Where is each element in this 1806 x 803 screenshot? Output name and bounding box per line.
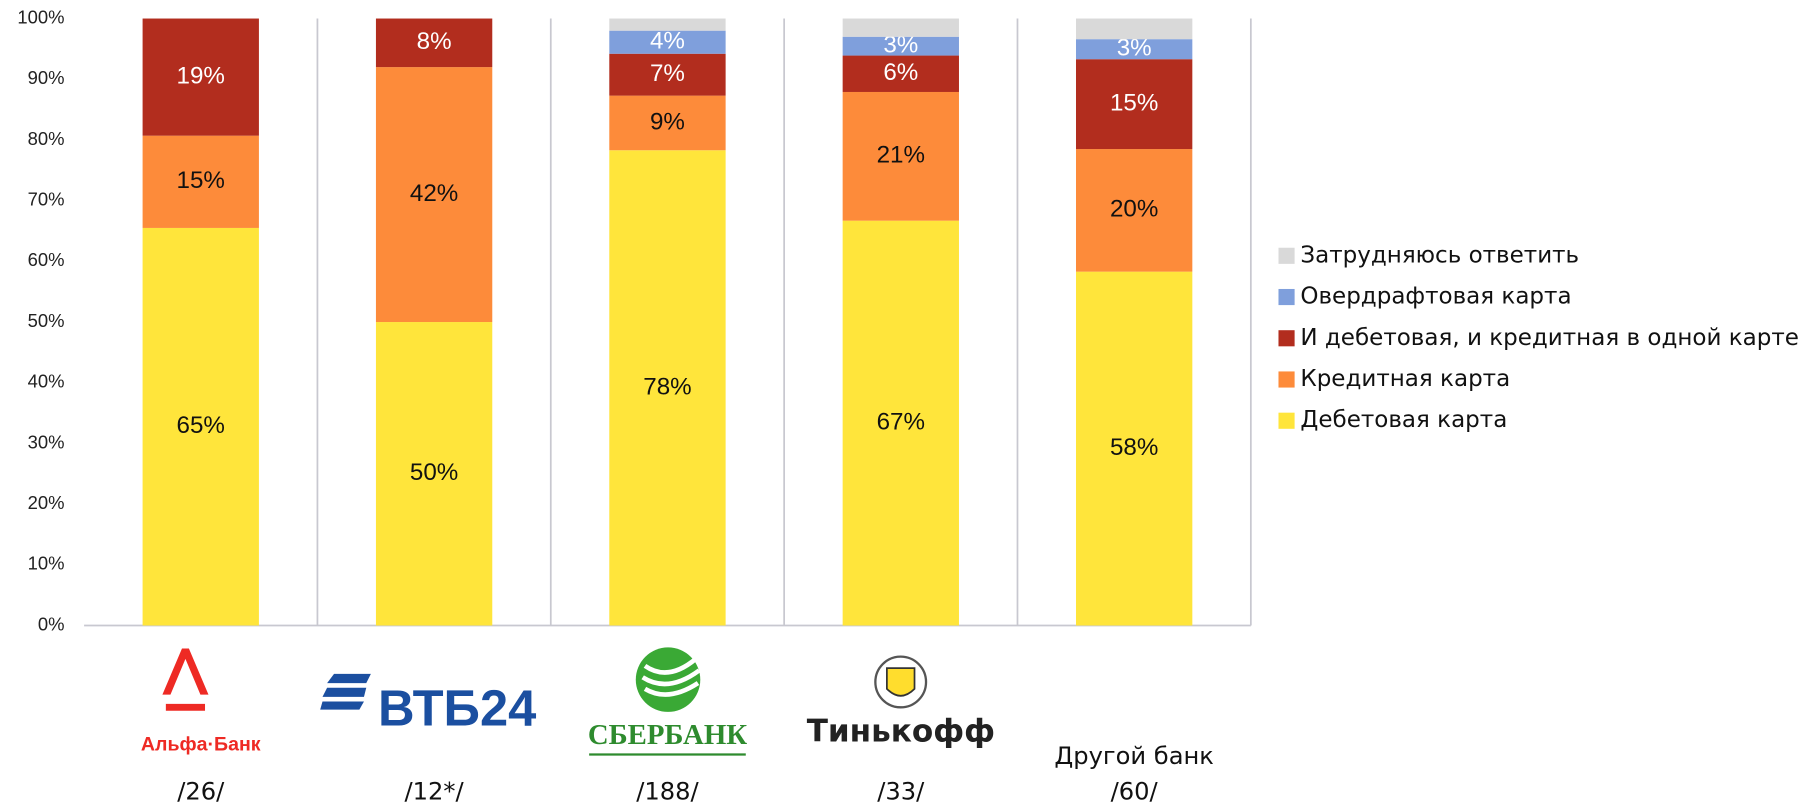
bar-segment — [842, 18, 959, 37]
legend-swatch — [1278, 330, 1295, 347]
y-tick-label: 90% — [28, 67, 65, 88]
y-tick-label: 40% — [28, 371, 65, 392]
bar-segment — [609, 95, 726, 151]
value-label: 67% — [877, 408, 925, 435]
value-label: 15% — [1110, 90, 1158, 117]
y-tick-label: 20% — [28, 492, 65, 513]
legend-label: И дебетовая, и кредитная в одной карте — [1300, 325, 1799, 351]
legend-swatch — [1278, 371, 1295, 388]
legend-label: Дебетовая карта — [1300, 407, 1507, 433]
bar-segment — [142, 135, 259, 228]
sample-size: /26/ — [177, 778, 225, 803]
bar-segment — [1075, 59, 1193, 150]
value-label: 20% — [1110, 196, 1158, 223]
value-label: 21% — [877, 142, 925, 169]
sample-size: /12*/ — [405, 778, 465, 803]
bar-segment — [609, 150, 726, 626]
value-label: 78% — [643, 373, 691, 400]
y-tick-label: 30% — [28, 431, 65, 452]
y-tick-label: 10% — [28, 553, 65, 574]
value-label: 58% — [1110, 434, 1158, 461]
value-label: 19% — [177, 62, 225, 89]
category-label: Альфа·Банк — [141, 733, 261, 755]
bar-segment — [609, 53, 726, 96]
legend-label: Затрудняюсь ответить — [1300, 242, 1579, 268]
sber-logo-lines — [641, 657, 701, 697]
value-label: 42% — [410, 180, 458, 207]
bar-segment — [609, 18, 726, 31]
bar-segment — [142, 227, 259, 626]
legend-swatch — [1278, 247, 1295, 264]
category-label: СБЕРБАНК — [588, 719, 747, 751]
y-tick-label: 0% — [38, 613, 65, 634]
y-tick-label: 50% — [28, 310, 65, 331]
sample-size: /188/ — [636, 778, 699, 803]
bar-segment — [1075, 271, 1193, 626]
sample-size: /33/ — [877, 778, 925, 803]
bar-segment — [609, 30, 726, 54]
legend-swatch — [1278, 288, 1295, 306]
category-label: Тинькофф — [807, 714, 995, 750]
sber-logo — [635, 647, 701, 712]
bar-segment — [842, 220, 959, 626]
value-label: 7% — [650, 60, 685, 87]
value-label: 50% — [410, 459, 458, 486]
value-label: 6% — [883, 59, 918, 86]
bar-segment — [1075, 39, 1193, 60]
legend-label: Овердрафтовая карта — [1300, 284, 1571, 310]
bar-segment — [1075, 149, 1193, 272]
tinkoff-logo — [874, 655, 928, 709]
value-label: 65% — [177, 412, 225, 439]
value-label: 9% — [650, 108, 685, 135]
bar-segment — [842, 36, 959, 56]
category-label: Другой банк — [1054, 742, 1214, 770]
alfa-logo — [162, 648, 209, 711]
y-tick-label: 70% — [28, 188, 65, 209]
vtb-logo — [320, 673, 371, 710]
legend-label: Кредитная карта — [1300, 366, 1510, 392]
sample-size: /60/ — [1111, 778, 1159, 803]
y-tick-label: 100% — [17, 6, 64, 27]
value-label: 15% — [177, 167, 225, 194]
bar-segment — [842, 91, 959, 221]
y-tick-label: 80% — [28, 128, 65, 149]
bar-segment — [842, 55, 959, 92]
logos — [162, 647, 928, 712]
tinkoff-shield — [886, 667, 916, 697]
legend-swatch — [1278, 412, 1295, 429]
category-label: ВТБ24 — [378, 679, 536, 736]
bar-segment — [375, 18, 493, 68]
bar-segment — [142, 18, 259, 136]
value-label: 4% — [650, 28, 685, 55]
bar-segment — [375, 67, 493, 323]
value-label: 8% — [417, 28, 452, 55]
bar-segment — [375, 322, 493, 626]
bar-segment — [1075, 18, 1193, 40]
y-tick-label: 60% — [28, 249, 65, 270]
